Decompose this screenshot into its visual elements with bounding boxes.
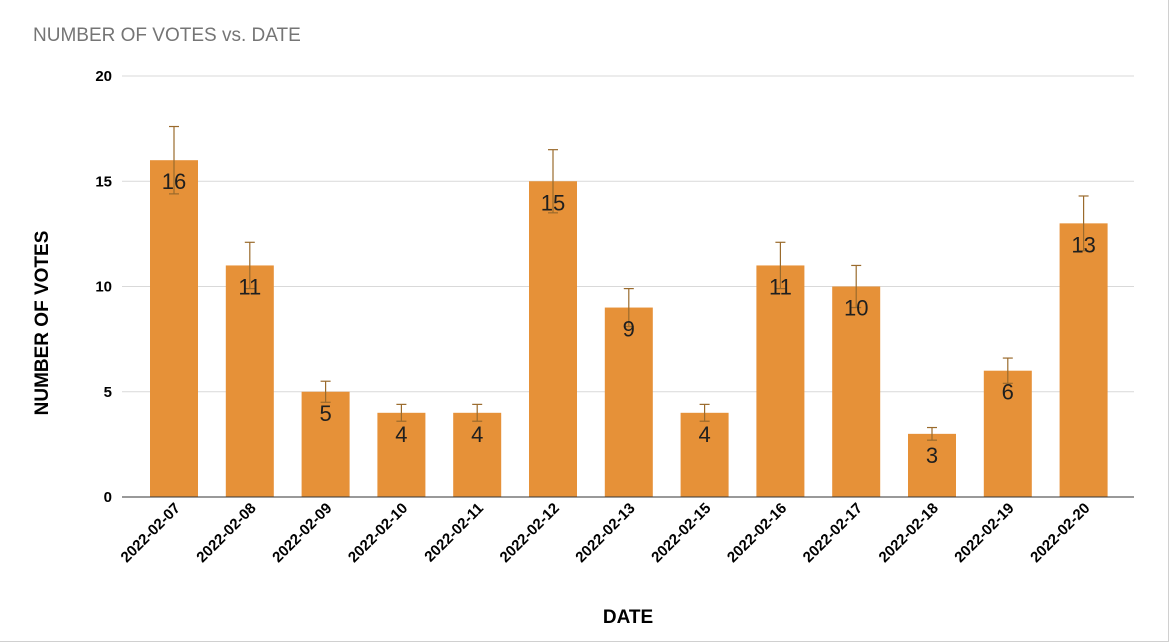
bar xyxy=(1059,223,1108,497)
x-tick-label: 2022-02-17 xyxy=(800,500,866,566)
bar xyxy=(225,265,274,497)
data-label: 6 xyxy=(1002,380,1014,405)
y-tick-label: 20 xyxy=(95,68,112,85)
x-tick-label: 2022-02-19 xyxy=(951,500,1017,566)
bar xyxy=(983,370,1032,497)
y-axis-ticks: 0 5 10 15 20 xyxy=(95,68,112,506)
x-tick-label: 2022-02-16 xyxy=(724,500,790,566)
data-label: 15 xyxy=(541,190,565,215)
error-bar xyxy=(851,264,862,309)
x-tick-label: 2022-02-12 xyxy=(497,500,563,566)
x-tick-label: 2022-02-07 xyxy=(118,500,184,566)
data-label: 5 xyxy=(319,401,331,426)
x-tick-label: 2022-02-08 xyxy=(193,500,259,566)
error-bar xyxy=(472,403,483,422)
error-bars xyxy=(169,125,1089,441)
error-bar xyxy=(320,380,331,403)
y-tick-label: 0 xyxy=(104,489,112,506)
bar xyxy=(680,412,729,497)
x-tick-label: 2022-02-20 xyxy=(1027,500,1093,566)
error-bar xyxy=(1078,195,1089,252)
data-label: 3 xyxy=(926,443,938,468)
error-bar xyxy=(169,125,179,195)
y-tick-label: 10 xyxy=(95,279,112,296)
data-label: 16 xyxy=(162,169,186,194)
error-bar xyxy=(1002,357,1013,384)
bar xyxy=(908,433,956,497)
bar xyxy=(150,160,198,497)
chart-title: NUMBER OF VOTES vs. DATE xyxy=(33,25,301,46)
x-axis-ticks: 2022-02-07 2022-02-08 2022-02-09 2022-02-10… xyxy=(118,500,1094,566)
x-tick-label: 2022-02-13 xyxy=(572,500,638,566)
x-axis-title: DATE xyxy=(603,607,653,628)
data-label: 4 xyxy=(698,422,710,447)
y-axis-title: NUMBER OF VOTES xyxy=(32,231,53,416)
bar xyxy=(832,286,881,497)
data-label: 9 xyxy=(623,317,635,342)
y-tick-label: 15 xyxy=(95,173,112,190)
data-label: 11 xyxy=(769,274,792,299)
bar xyxy=(453,412,502,497)
error-bar xyxy=(548,149,558,214)
x-tick-label: 2022-02-09 xyxy=(269,500,335,566)
data-label: 4 xyxy=(395,422,407,447)
data-labels: 16 11 5 4 4 15 9 4 11 10 3 6 13 xyxy=(162,169,1096,468)
error-bar xyxy=(699,403,710,422)
bar xyxy=(756,265,805,497)
bar xyxy=(604,307,653,497)
error-bar xyxy=(775,241,786,290)
x-tick-label: 2022-02-11 xyxy=(421,500,487,566)
bar xyxy=(529,181,577,497)
error-bar xyxy=(244,241,255,290)
bars xyxy=(150,160,1108,497)
bar xyxy=(301,391,350,497)
data-label: 4 xyxy=(471,422,483,447)
data-label: 13 xyxy=(1071,232,1095,257)
data-label: 11 xyxy=(238,274,261,299)
error-bar xyxy=(927,426,937,441)
x-tick-label: 2022-02-18 xyxy=(876,500,942,566)
bar xyxy=(377,412,426,497)
y-tick-label: 5 xyxy=(104,384,112,401)
error-bar xyxy=(623,288,634,328)
data-label: 10 xyxy=(844,296,868,321)
error-bar xyxy=(396,403,407,422)
x-tick-label: 2022-02-15 xyxy=(648,500,714,566)
x-tick-label: 2022-02-10 xyxy=(345,500,411,566)
